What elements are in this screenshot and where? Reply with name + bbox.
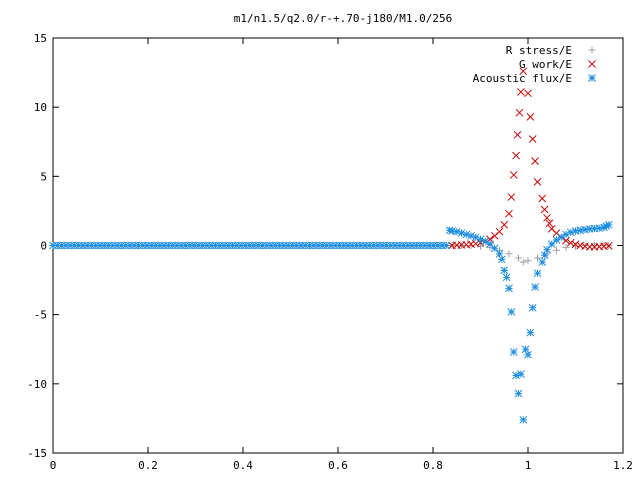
data-point (553, 246, 560, 254)
data-point (571, 240, 580, 249)
legend-marker (588, 74, 596, 82)
data-point (566, 228, 575, 237)
data-point (513, 130, 522, 139)
data-point (495, 249, 504, 258)
data-point (486, 240, 494, 248)
data-point (519, 415, 528, 424)
data-point (505, 284, 513, 293)
data-point (442, 241, 451, 250)
data-point (533, 269, 542, 278)
data-point (507, 193, 516, 201)
y-tick-label: 15 (34, 32, 47, 45)
legend-label: G work/E (519, 58, 572, 71)
data-point (526, 112, 535, 121)
data-point (540, 205, 549, 214)
x-tick-label: 0 (50, 459, 57, 472)
data-point (519, 67, 528, 76)
y-tick-label: -10 (27, 378, 47, 391)
chart-title: m1/n1.5/q2.0/r-+.70-j180/M1.0/256 (234, 12, 453, 25)
data-point (524, 350, 532, 359)
y-tick-label: -15 (27, 447, 47, 460)
data-point (490, 244, 499, 253)
x-tick-label: 1.2 (613, 459, 633, 472)
data-point (507, 308, 516, 316)
y-tick-label: 5 (40, 170, 47, 183)
y-tick-label: 10 (34, 101, 47, 114)
data-point (452, 227, 461, 236)
data-point (505, 250, 513, 258)
data-point (517, 370, 525, 379)
data-point (562, 236, 570, 245)
axis-ticks: 0 0.2 0.4 0.6 0.8 1 1.2 15 10 5 0 -5 -10 -15 (27, 32, 633, 472)
y-tick-label: -5 (34, 309, 47, 322)
data-point (524, 257, 532, 265)
data-point (528, 135, 537, 143)
data-point (517, 88, 525, 96)
data-point (528, 303, 537, 312)
y-tick-label: 0 (40, 240, 47, 253)
x-tick-label: 0.8 (423, 459, 443, 472)
data-point (500, 266, 509, 275)
data-point (502, 273, 511, 282)
data-point (509, 348, 518, 356)
x-tick-label: 0.4 (233, 459, 253, 472)
data-point (526, 328, 535, 337)
x-tick-label: 1 (525, 459, 532, 472)
data-point (515, 108, 524, 117)
data-point (467, 231, 475, 240)
data-point (566, 238, 575, 247)
data-point (515, 254, 522, 262)
data-point (498, 255, 506, 264)
series-2 (49, 220, 613, 424)
data-point (531, 283, 539, 291)
data-point (505, 209, 513, 218)
data-point (500, 220, 509, 229)
series-1 (448, 67, 613, 251)
data-point (462, 230, 471, 239)
data-point (538, 194, 547, 203)
legend-marker (588, 46, 596, 54)
x-tick-label: 0.2 (138, 459, 158, 472)
series-0 (448, 241, 613, 266)
data-point (519, 258, 527, 266)
data-point (457, 229, 466, 237)
x-tick-label: 0.6 (328, 459, 348, 472)
data-point (543, 213, 551, 222)
data-point (604, 242, 613, 250)
data-point (604, 220, 613, 229)
data-point (512, 371, 520, 380)
data-point (514, 389, 523, 398)
legend-label: Acoustic flux/E (473, 72, 572, 85)
data-point (591, 242, 598, 249)
data-point (543, 245, 551, 254)
data-point (512, 151, 520, 160)
data-point (534, 254, 541, 262)
data-point (495, 227, 504, 236)
data-point (509, 171, 518, 179)
data-point (524, 89, 532, 98)
data-point (531, 157, 539, 165)
legend-label: R stress/E (506, 44, 572, 57)
legend-marker (588, 60, 596, 68)
data-marks (49, 67, 613, 424)
data-point (562, 244, 570, 252)
data-point (538, 258, 547, 266)
data-point (581, 225, 589, 234)
data-point (545, 219, 554, 228)
data-point (533, 178, 542, 186)
